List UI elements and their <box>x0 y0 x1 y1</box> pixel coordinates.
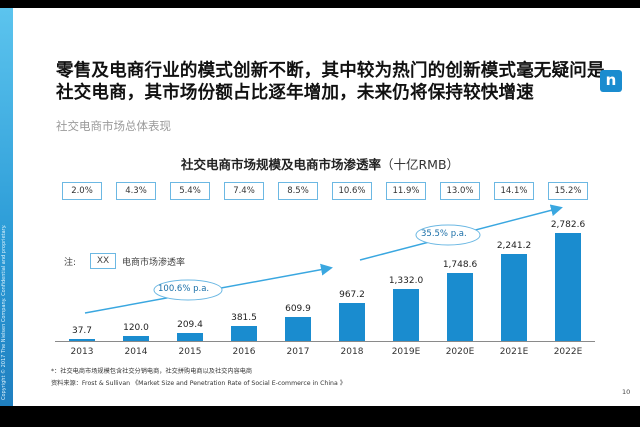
x-tick-label: 2016 <box>232 347 256 357</box>
nielsen-logo-icon: n <box>600 70 622 92</box>
bar-value-label: 2,782.6 <box>550 220 586 230</box>
growth-arrows <box>84 204 563 314</box>
bar-value-label: 37.7 <box>71 326 93 336</box>
footnote: *：社交电商市场规模包含社交分销电商，社交拼购电商以及社交内容电商 <box>51 368 253 375</box>
bar-value-label: 1,748.6 <box>442 260 478 271</box>
penetration-rate-box: 14.1% <box>494 182 534 200</box>
headline: 零售及电商行业的模式创新不断，其中较为热门的创新模式毫无疑问是 社交电商，其市场… <box>56 60 605 104</box>
x-tick-label: 2013 <box>70 347 94 357</box>
x-axis-line <box>55 341 595 342</box>
chart-title: 社交电商市场规模及电商市场渗透率（十亿RMB） <box>0 154 640 173</box>
x-tick-label: 2020E <box>445 347 475 357</box>
legend-text: 电商市场渗透率 <box>122 258 186 268</box>
headline-line-2: 社交电商，其市场份额占比逐年增加，未来仍将保持较快增速 <box>56 83 534 103</box>
cagr-label-1: 100.6% p.a. <box>158 284 210 294</box>
bar-2019E <box>393 289 419 341</box>
penetration-rate-box: 5.4% <box>170 182 210 200</box>
bar-2022E <box>555 233 581 341</box>
x-tick-label: 2018 <box>340 347 364 357</box>
cagr-oval-2 <box>415 224 481 246</box>
bar-2017 <box>285 317 311 341</box>
x-tick-label: 2019E <box>391 347 421 357</box>
penetration-rate-box: 10.6% <box>332 182 372 200</box>
bar-value-label: 381.5 <box>231 313 257 324</box>
penetration-rate-box: 4.3% <box>116 182 156 200</box>
cagr-label-2: 35.5% p.a. <box>421 229 467 239</box>
legend-prefix: 注: <box>64 258 77 268</box>
x-tick-label: 2014 <box>124 347 148 357</box>
bar-value-label: 2,241.2 <box>496 241 532 251</box>
penetration-rate-box: 11.9% <box>386 182 426 200</box>
x-tick-label: 2015 <box>178 347 202 357</box>
bar-2020E <box>447 273 473 341</box>
headline-line-1: 零售及电商行业的模式创新不断，其中较为热门的创新模式毫无疑问是 <box>56 61 605 81</box>
bar-2014 <box>123 336 149 341</box>
bar-value-label: 120.0 <box>123 323 149 334</box>
bar-value-label: 609.9 <box>285 304 311 315</box>
penetration-rate-box: 7.4% <box>224 182 264 200</box>
bar-2016 <box>231 326 257 341</box>
bar-2013 <box>69 339 95 341</box>
x-tick-label: 2021E <box>499 347 529 357</box>
source-note: 资料来源：Frost & Sullivan 《Market Size and P… <box>51 380 346 387</box>
bar-2021E <box>501 254 527 341</box>
penetration-rate-box: 2.0% <box>62 182 102 200</box>
bar-value-label: 1,332.0 <box>388 276 424 287</box>
legend-box: XX <box>90 253 116 269</box>
chart-unit: （十亿RMB） <box>380 157 460 172</box>
penetration-rate-box: 13.0% <box>440 182 480 200</box>
penetration-rate-box: 8.5% <box>278 182 318 200</box>
section-subtitle: 社交电商市场总体表现 <box>56 119 171 133</box>
bar-2015 <box>177 332 203 341</box>
chart-title-text: 社交电商市场规模及电商市场渗透率 <box>180 157 381 172</box>
slide: Copyright © 2017 The Nielsen Company. Co… <box>0 8 640 406</box>
left-accent-bar: Copyright © 2017 The Nielsen Company. Co… <box>0 8 13 406</box>
cagr-oval-1 <box>153 279 223 301</box>
bar-2018 <box>339 303 365 341</box>
bar-value-label: 967.2 <box>339 290 365 301</box>
x-tick-label: 2017 <box>286 347 310 357</box>
page-number: 10 <box>622 388 631 396</box>
x-tick-label: 2022E <box>553 347 583 357</box>
penetration-rate-box: 15.2% <box>548 182 588 200</box>
bar-value-label: 209.4 <box>177 319 203 330</box>
